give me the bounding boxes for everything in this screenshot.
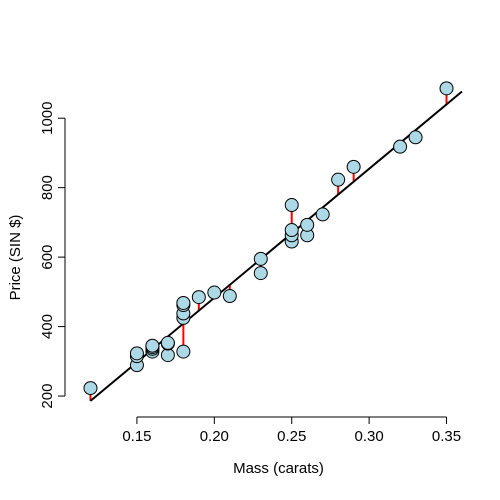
data-points bbox=[83, 81, 454, 396]
data-point bbox=[300, 217, 315, 232]
data-point bbox=[346, 159, 361, 174]
y-axis: 200 400 600 800 1000 bbox=[39, 102, 66, 409]
data-point bbox=[393, 139, 408, 154]
residual-lines bbox=[89, 88, 448, 401]
data-point bbox=[207, 285, 222, 300]
data-point bbox=[160, 335, 175, 350]
data-point bbox=[253, 266, 268, 281]
data-point bbox=[222, 289, 237, 304]
y-axis-label: Price (SIN $) bbox=[7, 215, 24, 301]
y-tick-label: 600 bbox=[39, 245, 56, 270]
y-tick-label: 400 bbox=[39, 314, 56, 339]
y-tick-label: 1000 bbox=[39, 102, 56, 135]
x-axis-label: Mass (carats) bbox=[233, 460, 324, 477]
data-point bbox=[253, 251, 268, 266]
data-point bbox=[284, 223, 299, 238]
data-point bbox=[191, 290, 206, 305]
x-tick-label: 0.15 bbox=[122, 428, 151, 445]
data-point bbox=[284, 198, 299, 213]
y-tick-label: 200 bbox=[39, 384, 56, 409]
x-axis: 0.15 0.20 0.25 0.30 0.35 bbox=[122, 416, 461, 445]
data-point bbox=[176, 295, 191, 310]
data-point bbox=[176, 344, 191, 359]
x-tick-label: 0.20 bbox=[200, 428, 229, 445]
data-point bbox=[439, 81, 454, 96]
x-tick-label: 0.30 bbox=[355, 428, 384, 445]
data-point bbox=[315, 207, 330, 222]
data-point bbox=[145, 338, 160, 353]
data-point bbox=[331, 172, 346, 187]
data-point bbox=[408, 130, 423, 145]
data-point bbox=[129, 346, 144, 361]
x-tick-label: 0.35 bbox=[432, 428, 461, 445]
x-tick-label: 0.25 bbox=[277, 428, 306, 445]
y-tick-label: 800 bbox=[39, 175, 56, 200]
data-point bbox=[83, 381, 98, 396]
